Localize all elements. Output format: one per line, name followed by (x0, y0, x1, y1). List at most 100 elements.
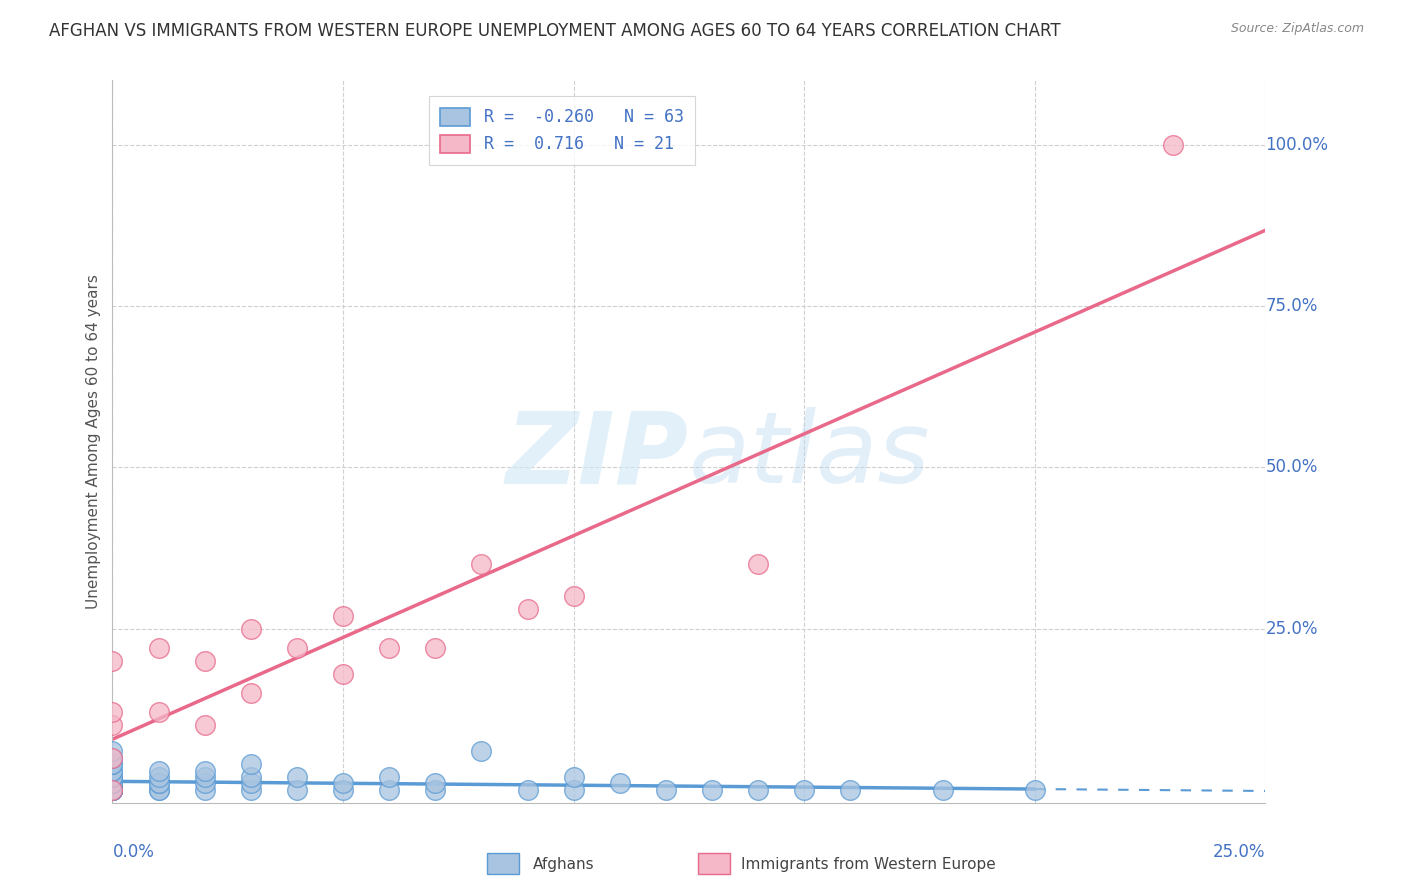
Point (101, 783, 124, 797)
Point (101, 654, 124, 668)
Point (516, 783, 538, 797)
Text: Afghans: Afghans (533, 856, 595, 871)
Point (425, 783, 447, 797)
Point (101, 744, 124, 758)
Point (101, 776, 124, 790)
Point (101, 770, 124, 784)
Point (148, 640, 170, 655)
Point (655, 783, 678, 797)
Point (101, 783, 124, 797)
Point (101, 783, 124, 797)
Point (239, 622, 262, 636)
Point (562, 590, 585, 604)
Point (194, 718, 217, 732)
Point (285, 783, 308, 797)
Point (101, 757, 124, 772)
Text: 25.0%: 25.0% (1265, 620, 1317, 638)
Point (101, 783, 124, 797)
Point (194, 764, 217, 778)
Point (101, 783, 124, 797)
Point (101, 776, 124, 790)
Point (101, 783, 124, 797)
Point (194, 783, 217, 797)
Y-axis label: Unemployment Among Ages 60 to 64 years: Unemployment Among Ages 60 to 64 years (86, 274, 101, 609)
Point (101, 783, 124, 797)
Point (562, 770, 585, 784)
Point (239, 757, 262, 772)
Text: 25.0%: 25.0% (1213, 843, 1265, 861)
Point (700, 783, 723, 797)
Point (148, 770, 170, 784)
Point (101, 783, 124, 797)
Point (332, 666, 354, 681)
Text: Source: ZipAtlas.com: Source: ZipAtlas.com (1230, 22, 1364, 36)
Point (148, 764, 170, 778)
Point (332, 783, 354, 797)
Point (101, 770, 124, 784)
Point (931, 783, 953, 797)
Point (378, 783, 401, 797)
Point (839, 783, 862, 797)
Point (148, 706, 170, 720)
Point (101, 783, 124, 797)
Point (562, 783, 585, 797)
Point (101, 718, 124, 732)
Point (101, 783, 124, 797)
Legend: R =  -0.260   N = 63, R =  0.716   N = 21: R = -0.260 N = 63, R = 0.716 N = 21 (429, 95, 696, 165)
Text: AFGHAN VS IMMIGRANTS FROM WESTERN EUROPE UNEMPLOYMENT AMONG AGES 60 TO 64 YEARS : AFGHAN VS IMMIGRANTS FROM WESTERN EUROPE… (49, 22, 1062, 40)
Point (516, 602, 538, 616)
Point (1161, 137, 1184, 152)
Point (609, 776, 631, 790)
Text: 0.0%: 0.0% (112, 843, 155, 861)
Point (101, 750, 124, 764)
Text: 100.0%: 100.0% (1265, 136, 1329, 153)
Point (378, 770, 401, 784)
Point (194, 654, 217, 668)
Point (101, 783, 124, 797)
Point (101, 764, 124, 778)
Point (194, 770, 217, 784)
Point (470, 744, 492, 758)
Point (101, 783, 124, 797)
Point (1024, 783, 1046, 797)
Point (148, 783, 170, 797)
Point (239, 783, 262, 797)
Point (148, 776, 170, 790)
Point (239, 776, 262, 790)
Point (101, 783, 124, 797)
Point (285, 640, 308, 655)
Point (101, 770, 124, 784)
Point (194, 776, 217, 790)
Point (101, 783, 124, 797)
Point (378, 640, 401, 655)
Point (332, 776, 354, 790)
FancyBboxPatch shape (699, 854, 731, 873)
Text: 50.0%: 50.0% (1265, 458, 1317, 476)
Point (101, 776, 124, 790)
Point (101, 776, 124, 790)
Point (148, 776, 170, 790)
Point (101, 783, 124, 797)
Point (101, 757, 124, 772)
Point (332, 608, 354, 623)
Text: atlas: atlas (689, 408, 931, 505)
Text: ZIP: ZIP (506, 408, 689, 505)
Point (101, 750, 124, 764)
Point (747, 783, 769, 797)
Point (101, 706, 124, 720)
Point (239, 770, 262, 784)
Point (470, 557, 492, 571)
Text: 75.0%: 75.0% (1265, 297, 1317, 315)
Point (101, 764, 124, 778)
Point (148, 783, 170, 797)
Point (101, 783, 124, 797)
Point (239, 686, 262, 700)
Point (425, 640, 447, 655)
FancyBboxPatch shape (488, 854, 519, 873)
Point (285, 770, 308, 784)
Point (747, 557, 769, 571)
Text: Immigrants from Western Europe: Immigrants from Western Europe (741, 856, 995, 871)
Point (793, 783, 815, 797)
Point (425, 776, 447, 790)
Point (101, 783, 124, 797)
